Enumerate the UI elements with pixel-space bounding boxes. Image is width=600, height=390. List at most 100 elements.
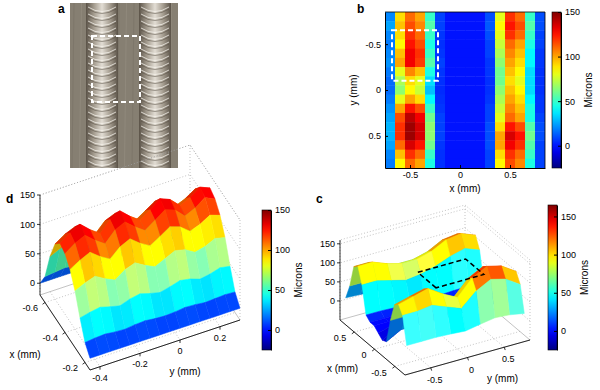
- heatmap-cell: [515, 113, 525, 123]
- heatmap-cell: [405, 40, 415, 50]
- heatmap-cell: [445, 150, 455, 160]
- heatmap-cell: [455, 113, 465, 123]
- heatmap-cell: [425, 30, 435, 40]
- tick: 150: [268, 205, 290, 215]
- heatmap-cell: [465, 140, 475, 150]
- axes-wall-edge: [530, 260, 531, 340]
- heatmap-cell: [445, 30, 455, 40]
- heatmap-cell: [475, 113, 485, 123]
- heatmap-cell: [535, 30, 545, 40]
- weld-ripple-shadow: [141, 58, 169, 63]
- heatmap-cell: [455, 122, 465, 132]
- heatmap-cell: [485, 85, 495, 95]
- heatmap-cell: [475, 131, 485, 141]
- heatmap-cell: [385, 21, 395, 31]
- heatmap-cell: [385, 49, 395, 59]
- weld-ripple: [141, 56, 169, 61]
- tick: -0.5: [403, 165, 419, 180]
- tick: 0.5: [504, 165, 517, 180]
- weld-ripple-shadow: [88, 9, 116, 14]
- tick-label: 0.5: [504, 170, 517, 180]
- tick-mark: [268, 250, 271, 251]
- colorbar: 050100150Microns: [552, 7, 594, 168]
- heatmap-cell: [525, 12, 535, 22]
- heatmap-cell: [465, 113, 475, 123]
- heatmap-cell: [515, 58, 525, 68]
- heatmap-cell: [385, 40, 395, 50]
- weld-ripple-shadow: [141, 65, 169, 70]
- weld-ripple: [141, 35, 169, 40]
- heatmap-cell: [465, 104, 475, 114]
- heatmap-cell: [425, 58, 435, 68]
- heatmap-cell: [535, 104, 545, 114]
- heatmap-cell: [385, 30, 395, 40]
- heatmap-cell: [505, 21, 515, 31]
- heatmap-cell: [495, 95, 505, 105]
- heatmap-cell: [425, 113, 435, 123]
- tick-label: 0.2: [214, 333, 227, 343]
- weld-ripple-shadow: [141, 114, 169, 119]
- colorbar-ramp: [262, 210, 271, 350]
- tick-label: 150: [20, 190, 35, 200]
- heatmap-cell: [515, 140, 525, 150]
- heatmap-cell: [535, 131, 545, 141]
- photo-texture: [132, 3, 134, 168]
- heatmap-cell: [535, 85, 545, 95]
- photo-texture: [80, 3, 82, 168]
- heatmap-cell: [495, 104, 505, 114]
- axis-title: y (mm): [169, 366, 200, 377]
- heatmap-cell: [445, 95, 455, 105]
- axis-line: [40, 295, 90, 370]
- weld-ripple-shadow: [141, 107, 169, 112]
- heatmap-cell: [475, 30, 485, 40]
- weld-ripple-shadow: [141, 100, 169, 105]
- heatmap-cell: [455, 49, 465, 59]
- tick-mark: [554, 293, 557, 294]
- tick: 0.5: [368, 131, 388, 141]
- tick-mark: [63, 333, 65, 335]
- axis: -0.500.5: [386, 165, 546, 180]
- heatmap-cell: [495, 49, 505, 59]
- heatmap-cell: [515, 49, 525, 59]
- heatmap-cell: [515, 104, 525, 114]
- heatmap-cell: [515, 12, 525, 22]
- heatmap-cell: [415, 67, 425, 77]
- heatmap-cell: [425, 85, 435, 95]
- tick-mark: [220, 327, 221, 330]
- heatmap-cell: [495, 159, 505, 168]
- weld-ripple-shadow: [141, 149, 169, 154]
- weld-ripple: [88, 105, 116, 110]
- heatmap-cell: [515, 21, 525, 31]
- heatmap-cell: [515, 95, 525, 105]
- heatmap-cell: [525, 140, 535, 150]
- heatmap-cell: [415, 30, 425, 40]
- axes-wall-edge: [240, 220, 241, 320]
- tick: 100: [558, 52, 580, 62]
- plot-frame: [385, 12, 545, 168]
- heatmap-cell: [395, 40, 405, 50]
- heatmap-cell: [465, 95, 475, 105]
- weld-ripple: [88, 161, 116, 166]
- weld-ripple: [141, 119, 169, 124]
- heatmap-cell: [535, 113, 545, 123]
- heatmap-cell: [405, 30, 415, 40]
- y-axis: -0.4-0.200.2: [90, 320, 240, 383]
- heatmap-cell: [485, 140, 495, 150]
- heatmap-cell: [455, 58, 465, 68]
- heatmap-cell: [465, 40, 475, 50]
- weld-ripple: [141, 161, 169, 166]
- heatmap-cell: [435, 113, 445, 123]
- heatmap-cell: [405, 58, 415, 68]
- axis-line: [40, 195, 41, 295]
- heatmap-cell: [405, 95, 415, 105]
- tick-label: 0: [30, 278, 35, 288]
- tick-mark: [37, 195, 40, 196]
- heatmap-cell: [425, 150, 435, 160]
- heatmap-cell: [445, 131, 455, 141]
- heatmap-cell: [385, 58, 395, 68]
- heatmap-cell: [525, 131, 535, 141]
- tick-label: -0.2: [132, 359, 148, 369]
- tick-mark: [467, 358, 469, 361]
- weld-ripple-shadow: [88, 23, 116, 28]
- heatmap-cell: [485, 95, 495, 105]
